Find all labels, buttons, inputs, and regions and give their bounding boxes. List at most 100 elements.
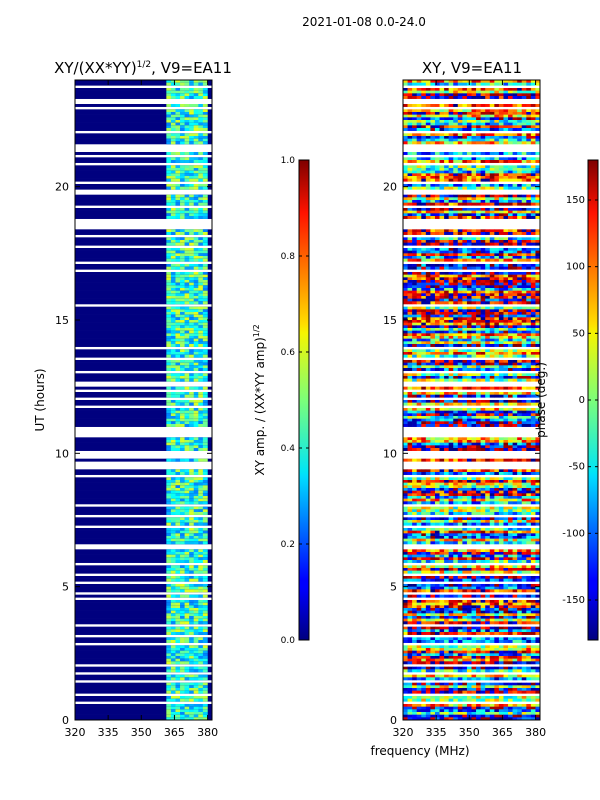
- heatmap-cell: [517, 341, 523, 345]
- heatmap-cell: [175, 605, 181, 609]
- heatmap-cell: [526, 133, 532, 137]
- heatmap-cell: [416, 368, 422, 371]
- heatmap-cell: [184, 253, 190, 257]
- heatmap-cell: [193, 653, 199, 657]
- heatmap-cell: [170, 272, 176, 275]
- heatmap-cell: [448, 376, 454, 379]
- heatmap-cell: [535, 285, 540, 289]
- heatmap-cell: [526, 322, 532, 326]
- heatmap-cell: [416, 125, 422, 129]
- heatmap-cell: [198, 104, 204, 107]
- heatmap-cell: [407, 125, 413, 129]
- heatmap-cell: [439, 152, 445, 155]
- heatmap-cell: [184, 690, 190, 694]
- heatmap-cell: [512, 264, 518, 267]
- heatmap-cell: [480, 362, 486, 366]
- heatmap-cell: [184, 490, 190, 494]
- heatmap-cell: [412, 117, 417, 121]
- heatmap-cell: [175, 520, 181, 523]
- heatmap-cell: [202, 306, 208, 310]
- heatmap-cell: [498, 442, 504, 446]
- heatmap-cell: [485, 168, 491, 171]
- heatmap-cell: [448, 437, 454, 441]
- heatmap-cell: [466, 229, 472, 233]
- heatmap-cell: [416, 112, 422, 115]
- heatmap-cell: [457, 336, 463, 339]
- heatmap-row: [75, 560, 212, 563]
- heatmap-cell: [189, 696, 195, 699]
- heatmap-cell: [466, 306, 472, 310]
- heatmap-cell: [170, 565, 176, 569]
- heatmap-row: [75, 266, 212, 270]
- heatmap-cell: [202, 330, 208, 334]
- heatmap-row: [75, 176, 212, 179]
- heatmap-cell: [430, 213, 436, 217]
- heatmap-cell: [421, 128, 427, 131]
- heatmap-cell: [521, 402, 527, 406]
- heatmap-cell: [175, 528, 181, 531]
- heatmap-cell: [180, 640, 185, 643]
- heatmap-cell: [503, 378, 509, 382]
- heatmap-cell: [416, 277, 422, 281]
- heatmap-cell: [489, 250, 495, 254]
- heatmap-cell: [471, 365, 477, 369]
- heatmap-cell: [175, 194, 181, 198]
- heatmap-cell: [416, 208, 422, 211]
- heatmap-cell: [498, 394, 504, 398]
- heatmap-cell: [198, 210, 204, 214]
- heatmap-cell: [508, 274, 513, 278]
- heatmap-cell: [407, 360, 413, 363]
- heatmap-cell: [175, 640, 181, 643]
- heatmap-row: [75, 200, 212, 203]
- heatmap-cell: [166, 330, 172, 334]
- heatmap-cell: [485, 114, 491, 118]
- heatmap-cell: [526, 173, 532, 177]
- heatmap-cell: [476, 440, 481, 443]
- heatmap-cell: [202, 208, 208, 211]
- heatmap-cell: [471, 197, 477, 201]
- heatmap-cell: [535, 368, 540, 371]
- heatmap-cell: [439, 104, 445, 107]
- heatmap-cell: [416, 309, 422, 313]
- heatmap-cell: [403, 378, 408, 382]
- heatmap-cell: [498, 178, 504, 182]
- heatmap-cell: [480, 186, 486, 190]
- heatmap-cell: [403, 157, 408, 161]
- heatmap-cell: [517, 141, 523, 145]
- heatmap-cell: [189, 658, 195, 662]
- heatmap-cell: [471, 141, 477, 145]
- heatmap-cell: [535, 282, 540, 286]
- heatmap-cell: [535, 280, 540, 283]
- heatmap-cell: [512, 274, 518, 278]
- heatmap-cell: [202, 314, 208, 318]
- heatmap-cell: [462, 197, 468, 201]
- heatmap-cell: [535, 437, 540, 441]
- heatmap-cell: [412, 186, 417, 190]
- heatmap-cell: [166, 338, 172, 342]
- heatmap-cell: [498, 82, 504, 86]
- heatmap-cell: [166, 141, 172, 145]
- heatmap-cell: [462, 248, 468, 251]
- heatmap-cell: [530, 408, 536, 411]
- heatmap-cell: [202, 706, 208, 710]
- heatmap-cell: [521, 312, 527, 315]
- heatmap-cell: [430, 242, 436, 246]
- heatmap-cell: [485, 202, 491, 206]
- heatmap-cell: [170, 360, 176, 363]
- heatmap-cell: [517, 328, 523, 331]
- heatmap-cell: [489, 285, 495, 289]
- heatmap-cell: [530, 424, 536, 427]
- heatmap-cell: [526, 138, 532, 142]
- heatmap-cell: [412, 394, 417, 398]
- heatmap-cell: [434, 165, 440, 169]
- heatmap-cell: [508, 93, 513, 97]
- heatmap-cell: [517, 320, 523, 323]
- heatmap-cell: [462, 266, 468, 270]
- heatmap-row: [75, 696, 212, 699]
- heatmap-cell: [535, 309, 540, 313]
- heatmap-cell: [503, 440, 509, 443]
- colorbar-tick-label: 0.8: [281, 252, 296, 262]
- heatmap-cell: [434, 410, 440, 414]
- heatmap-cell: [184, 682, 190, 686]
- heatmap-cell: [421, 248, 427, 251]
